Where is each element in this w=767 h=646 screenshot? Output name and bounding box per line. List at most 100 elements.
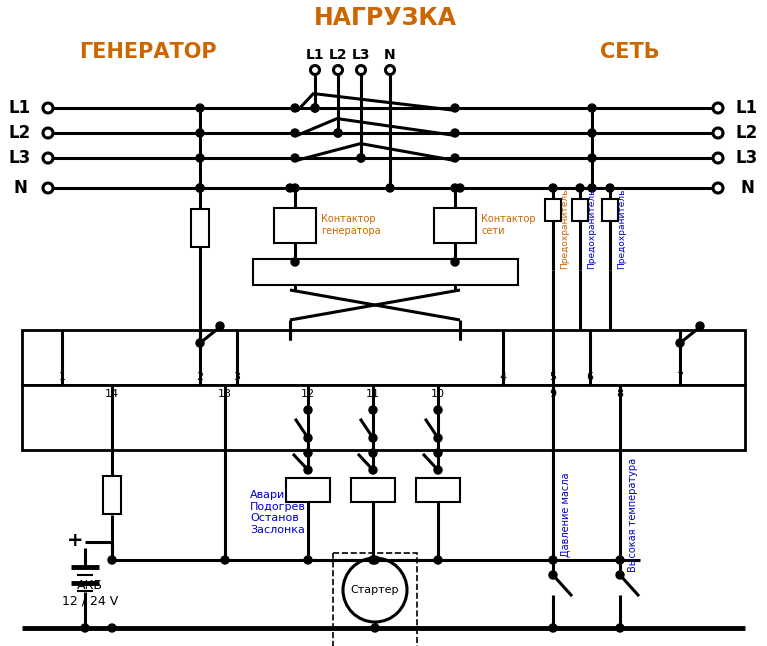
Text: L1: L1 <box>306 48 324 62</box>
Circle shape <box>304 466 312 474</box>
Circle shape <box>311 104 319 112</box>
Circle shape <box>588 129 596 137</box>
Circle shape <box>713 128 723 138</box>
Text: 4: 4 <box>499 372 506 382</box>
Text: 14: 14 <box>105 389 119 399</box>
Bar <box>572 199 588 221</box>
Bar <box>351 478 395 502</box>
Bar <box>602 199 618 221</box>
Circle shape <box>369 406 377 414</box>
Circle shape <box>588 104 596 112</box>
Circle shape <box>196 184 204 192</box>
Text: Предохранитель: Предохранитель <box>587 189 596 269</box>
Text: L1: L1 <box>9 99 31 117</box>
Circle shape <box>357 154 365 162</box>
Text: Контактор
сети: Контактор сети <box>481 214 535 236</box>
Circle shape <box>616 556 624 564</box>
Circle shape <box>434 556 442 564</box>
Text: FUSE: FUSE <box>107 484 117 506</box>
Text: +: + <box>67 530 84 550</box>
Circle shape <box>108 624 116 632</box>
Circle shape <box>369 556 377 564</box>
Text: L3: L3 <box>352 48 370 62</box>
Circle shape <box>304 449 312 457</box>
Bar <box>22 330 745 385</box>
Bar <box>22 385 745 450</box>
Text: 5: 5 <box>549 372 557 382</box>
Circle shape <box>43 128 53 138</box>
Circle shape <box>616 624 624 632</box>
Circle shape <box>196 104 204 112</box>
Text: 11: 11 <box>366 389 380 399</box>
Circle shape <box>549 624 557 632</box>
Circle shape <box>549 571 557 579</box>
Text: Crank: Crank <box>357 485 390 495</box>
Circle shape <box>291 104 299 112</box>
Circle shape <box>291 154 299 162</box>
Circle shape <box>334 65 343 74</box>
Bar <box>103 476 121 514</box>
Circle shape <box>196 339 204 347</box>
Circle shape <box>81 624 89 632</box>
Circle shape <box>291 258 299 266</box>
Text: 1: 1 <box>58 372 65 382</box>
Circle shape <box>434 434 442 442</box>
Circle shape <box>696 322 704 330</box>
Text: ЭЛЕКТИРИЧЕСКАЯ БЛОКИРОВКА: ЭЛЕКТИРИЧЕСКАЯ БЛОКИРОВКА <box>272 266 499 278</box>
Circle shape <box>334 129 342 137</box>
Bar <box>253 259 518 285</box>
Circle shape <box>369 434 377 442</box>
Circle shape <box>713 183 723 193</box>
Text: 7: 7 <box>676 372 683 382</box>
Circle shape <box>386 65 394 74</box>
Text: 2: 2 <box>196 372 203 382</box>
Circle shape <box>334 129 342 137</box>
Circle shape <box>357 154 365 162</box>
Text: Авария
Подогрев
Останов
Заслонка: Авария Подогрев Останов Заслонка <box>250 490 306 535</box>
Text: ГЕНЕРАТОР: ГЕНЕРАТОР <box>79 42 217 62</box>
Circle shape <box>371 556 379 564</box>
Bar <box>274 207 316 242</box>
Circle shape <box>291 129 299 137</box>
Text: Стартер: Стартер <box>351 585 400 595</box>
Circle shape <box>311 65 320 74</box>
Text: 8: 8 <box>617 389 624 399</box>
Circle shape <box>451 258 459 266</box>
Text: 12: 12 <box>301 389 315 399</box>
Circle shape <box>369 449 377 457</box>
Text: L2: L2 <box>329 48 347 62</box>
Circle shape <box>43 183 53 193</box>
Circle shape <box>371 624 379 632</box>
Circle shape <box>616 571 624 579</box>
Circle shape <box>108 556 116 564</box>
Text: 13: 13 <box>218 389 232 399</box>
Text: АКБ
12 / 24 V: АКБ 12 / 24 V <box>62 579 118 607</box>
Circle shape <box>549 184 557 192</box>
Text: 6: 6 <box>587 372 594 382</box>
Text: Предохранитель: Предохранитель <box>617 189 626 269</box>
Text: НАГРУЗКА: НАГРУЗКА <box>314 6 456 30</box>
Circle shape <box>588 184 596 192</box>
Text: Контактор
генератора: Контактор генератора <box>321 214 380 236</box>
Text: Предохранитель: Предохранитель <box>560 189 569 269</box>
Bar <box>416 478 460 502</box>
Circle shape <box>549 556 557 564</box>
Circle shape <box>451 104 459 112</box>
Circle shape <box>451 154 459 162</box>
Circle shape <box>713 153 723 163</box>
Text: Давление масла: Давление масла <box>561 473 571 557</box>
Text: N: N <box>13 179 27 197</box>
Text: 9: 9 <box>549 389 557 399</box>
Circle shape <box>576 184 584 192</box>
Circle shape <box>434 406 442 414</box>
Text: N: N <box>740 179 754 197</box>
Circle shape <box>43 153 53 163</box>
Circle shape <box>291 184 299 192</box>
Bar <box>286 478 330 502</box>
Circle shape <box>606 184 614 192</box>
Text: 3: 3 <box>233 372 241 382</box>
Text: L3: L3 <box>9 149 31 167</box>
Circle shape <box>196 129 204 137</box>
Circle shape <box>216 322 224 330</box>
Circle shape <box>451 129 459 137</box>
